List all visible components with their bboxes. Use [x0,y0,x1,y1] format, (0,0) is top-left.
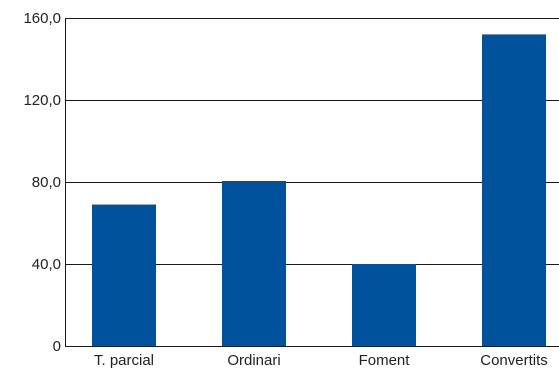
bar-ordinari [222,180,286,346]
x-tick-label: Foment [359,352,411,369]
y-tick-label: 0 [53,338,61,355]
y-tick-label: 40,0 [32,256,61,273]
y-tick-label: 160,0 [23,10,61,27]
x-tick-labels: T. parcial Ordinari Foment Convertits [94,352,548,369]
bar-t-parcial [92,204,156,346]
bar-foment [352,264,416,346]
bars [92,34,546,347]
y-tick-label: 120,0 [23,92,61,109]
y-tick-labels: 0 40,0 80,0 120,0 160,0 [23,10,61,355]
x-tick-label: T. parcial [94,352,154,369]
x-tick-label: Convertits [480,352,548,369]
bar-convertits [482,34,546,347]
x-tick-label: Ordinari [227,352,280,369]
y-tick-label: 80,0 [32,174,61,191]
axes [65,18,559,347]
grid-lines [65,18,559,265]
